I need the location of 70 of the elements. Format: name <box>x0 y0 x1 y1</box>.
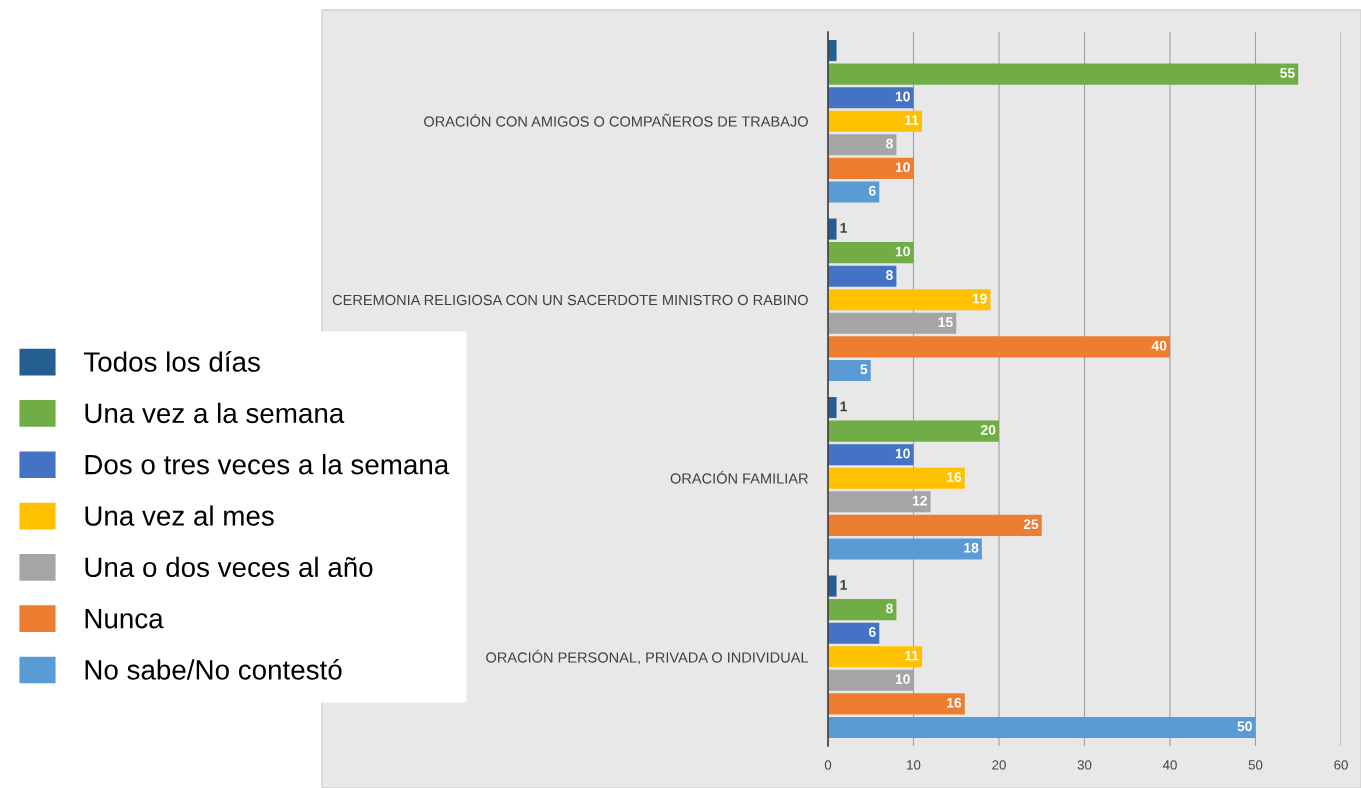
legend-label: Todos los días <box>83 351 260 372</box>
legend-label: Dos o tres veces a la semana <box>85 454 450 475</box>
data-label: 19 <box>972 293 987 304</box>
bar <box>828 599 897 621</box>
data-label: 8 <box>886 270 893 280</box>
data-label: 12 <box>912 495 927 506</box>
data-label: 15 <box>938 317 953 328</box>
bar <box>828 242 914 264</box>
bar <box>828 622 880 644</box>
bar <box>828 716 1256 738</box>
data-label: 10 <box>895 674 910 685</box>
y-tick-label: ORACIÓN FAMILIAR <box>670 470 808 484</box>
x-tick-label: 60 <box>1334 760 1348 770</box>
legend-label: Una o dos veces al año <box>85 556 373 578</box>
bar <box>828 218 837 240</box>
data-label: 1 <box>840 580 847 590</box>
bar <box>828 157 914 179</box>
data-label: 16 <box>947 697 962 708</box>
data-label: 1 <box>840 401 847 412</box>
bar <box>828 63 1299 85</box>
data-label: 11 <box>905 115 919 125</box>
bar <box>828 87 914 109</box>
data-label: 10 <box>895 91 910 102</box>
bar <box>828 289 991 311</box>
bar <box>828 420 999 442</box>
legend-label: No sabe/No contestó <box>85 659 342 680</box>
bar <box>828 444 914 466</box>
bar <box>828 397 837 419</box>
x-tick-label: 40 <box>1162 760 1177 770</box>
bar <box>828 336 1170 358</box>
data-label: 25 <box>1023 519 1039 530</box>
legend-label: Una vez a la semana <box>85 402 345 424</box>
data-label: 8 <box>886 138 893 149</box>
bar <box>828 693 965 715</box>
data-label: 6 <box>869 185 876 196</box>
data-label: 10 <box>895 246 910 257</box>
data-label: 18 <box>964 542 979 553</box>
bar <box>828 359 871 381</box>
data-label: 16 <box>947 472 962 482</box>
x-tick-label: 10 <box>907 760 921 770</box>
bar <box>828 514 1042 536</box>
y-tick-label: ORACIÓN CON AMIGOS O COMPAÑEROS DE TRABAJO <box>424 113 808 127</box>
data-label: 10 <box>895 162 910 173</box>
data-label: 50 <box>1237 721 1252 732</box>
x-tick-label: 20 <box>992 760 1006 770</box>
legend-label: Nunca <box>85 609 164 629</box>
bar <box>828 265 897 287</box>
x-tick-label: 50 <box>1248 760 1263 770</box>
data-label: 6 <box>869 627 876 637</box>
bar <box>828 538 982 560</box>
data-label: 55 <box>1280 68 1295 78</box>
y-tick-label: CEREMONIA RELIGIOSA CON UN SACERDOTE MINISTRO O RABINO <box>332 294 808 306</box>
bar <box>828 134 897 156</box>
y-tick-label: ORACIÓN PERSONAL, PRIVADA O INDIVIDUAL <box>486 649 809 665</box>
data-label: 8 <box>886 603 893 614</box>
bar <box>828 467 965 489</box>
data-label: 11 <box>905 650 919 661</box>
bar <box>828 181 880 203</box>
data-label: 20 <box>980 425 996 435</box>
x-tick-label: 30 <box>1077 760 1092 770</box>
data-label: 1 <box>840 223 847 233</box>
data-label: 40 <box>1151 340 1167 351</box>
x-tick-label: 0 <box>824 760 832 770</box>
legend-label: Una vez al mes <box>85 505 274 526</box>
bar <box>828 110 923 132</box>
bar <box>828 646 923 668</box>
data-label: 5 <box>860 364 868 375</box>
bar <box>828 40 837 62</box>
data-label: 10 <box>895 448 910 459</box>
bar <box>828 575 837 597</box>
